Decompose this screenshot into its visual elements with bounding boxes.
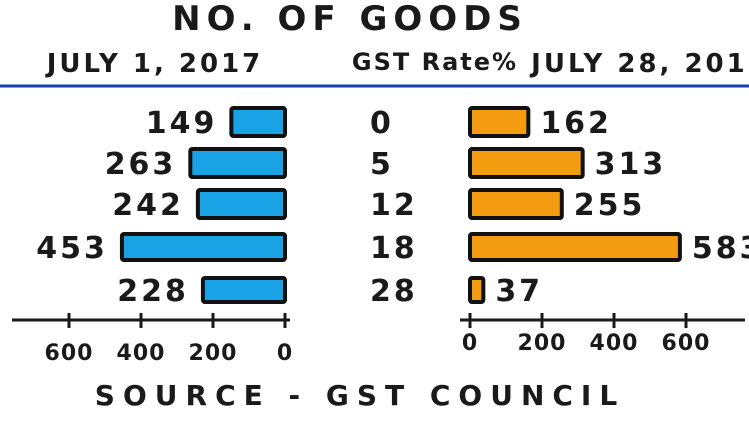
source-note: SOURCE - GST COUNCIL bbox=[95, 379, 625, 412]
chart-marks: 149 0 162 263 5 313 242 12 255 453 18 583 228 28 37 0 0 2… bbox=[36, 106, 749, 366]
rate-label-28: 28 bbox=[370, 274, 418, 309]
rate-column-header: GST Rate% bbox=[352, 48, 518, 76]
tick-label-right-400: 400 bbox=[590, 331, 639, 356]
bar-left-rate-0 bbox=[229, 106, 287, 138]
tick-label-right-200: 200 bbox=[518, 331, 567, 356]
bar-right-rate-0 bbox=[468, 106, 531, 138]
tick-label-left-600: 600 bbox=[45, 341, 94, 366]
chart-title: NO. OF GOODS bbox=[172, 0, 528, 39]
value-label-right-rate-18: 583 bbox=[692, 231, 749, 266]
bar-right-rate-28 bbox=[468, 276, 486, 304]
value-label-left-rate-18: 453 bbox=[36, 231, 108, 266]
bar-left-rate-12 bbox=[195, 188, 288, 220]
bar-left-rate-28 bbox=[200, 276, 287, 304]
bar-right-rate-5 bbox=[468, 147, 585, 179]
tick-label-left-200: 200 bbox=[189, 341, 238, 366]
value-label-right-rate-28: 37 bbox=[495, 274, 543, 309]
bar-right-rate-12 bbox=[468, 188, 564, 220]
rate-label-5: 5 bbox=[370, 147, 394, 182]
bar-left-rate-18 bbox=[119, 232, 287, 262]
value-label-left-rate-12: 242 bbox=[112, 188, 184, 223]
rate-label-18: 18 bbox=[370, 231, 418, 266]
value-label-right-rate-12: 255 bbox=[574, 188, 646, 223]
tick-label-right-600: 600 bbox=[662, 331, 711, 356]
tick-label-left-0: 0 bbox=[277, 341, 293, 366]
right-period-label: JULY 28, 2018 bbox=[529, 49, 749, 79]
rate-label-0: 0 bbox=[370, 106, 394, 141]
bar-left-rate-5 bbox=[188, 147, 288, 179]
bar-right-rate-18 bbox=[468, 232, 682, 262]
tick-label-right-0: 0 bbox=[462, 331, 478, 356]
rate-label-12: 12 bbox=[370, 188, 418, 223]
value-label-right-rate-0: 162 bbox=[540, 106, 612, 141]
left-period-label: JULY 1, 2017 bbox=[45, 49, 264, 79]
tick-label-left-400: 400 bbox=[117, 341, 166, 366]
value-label-left-rate-0: 149 bbox=[146, 106, 218, 141]
value-label-left-rate-28: 228 bbox=[117, 274, 189, 309]
value-label-left-rate-5: 263 bbox=[105, 147, 177, 182]
value-label-right-rate-5: 313 bbox=[595, 147, 667, 182]
